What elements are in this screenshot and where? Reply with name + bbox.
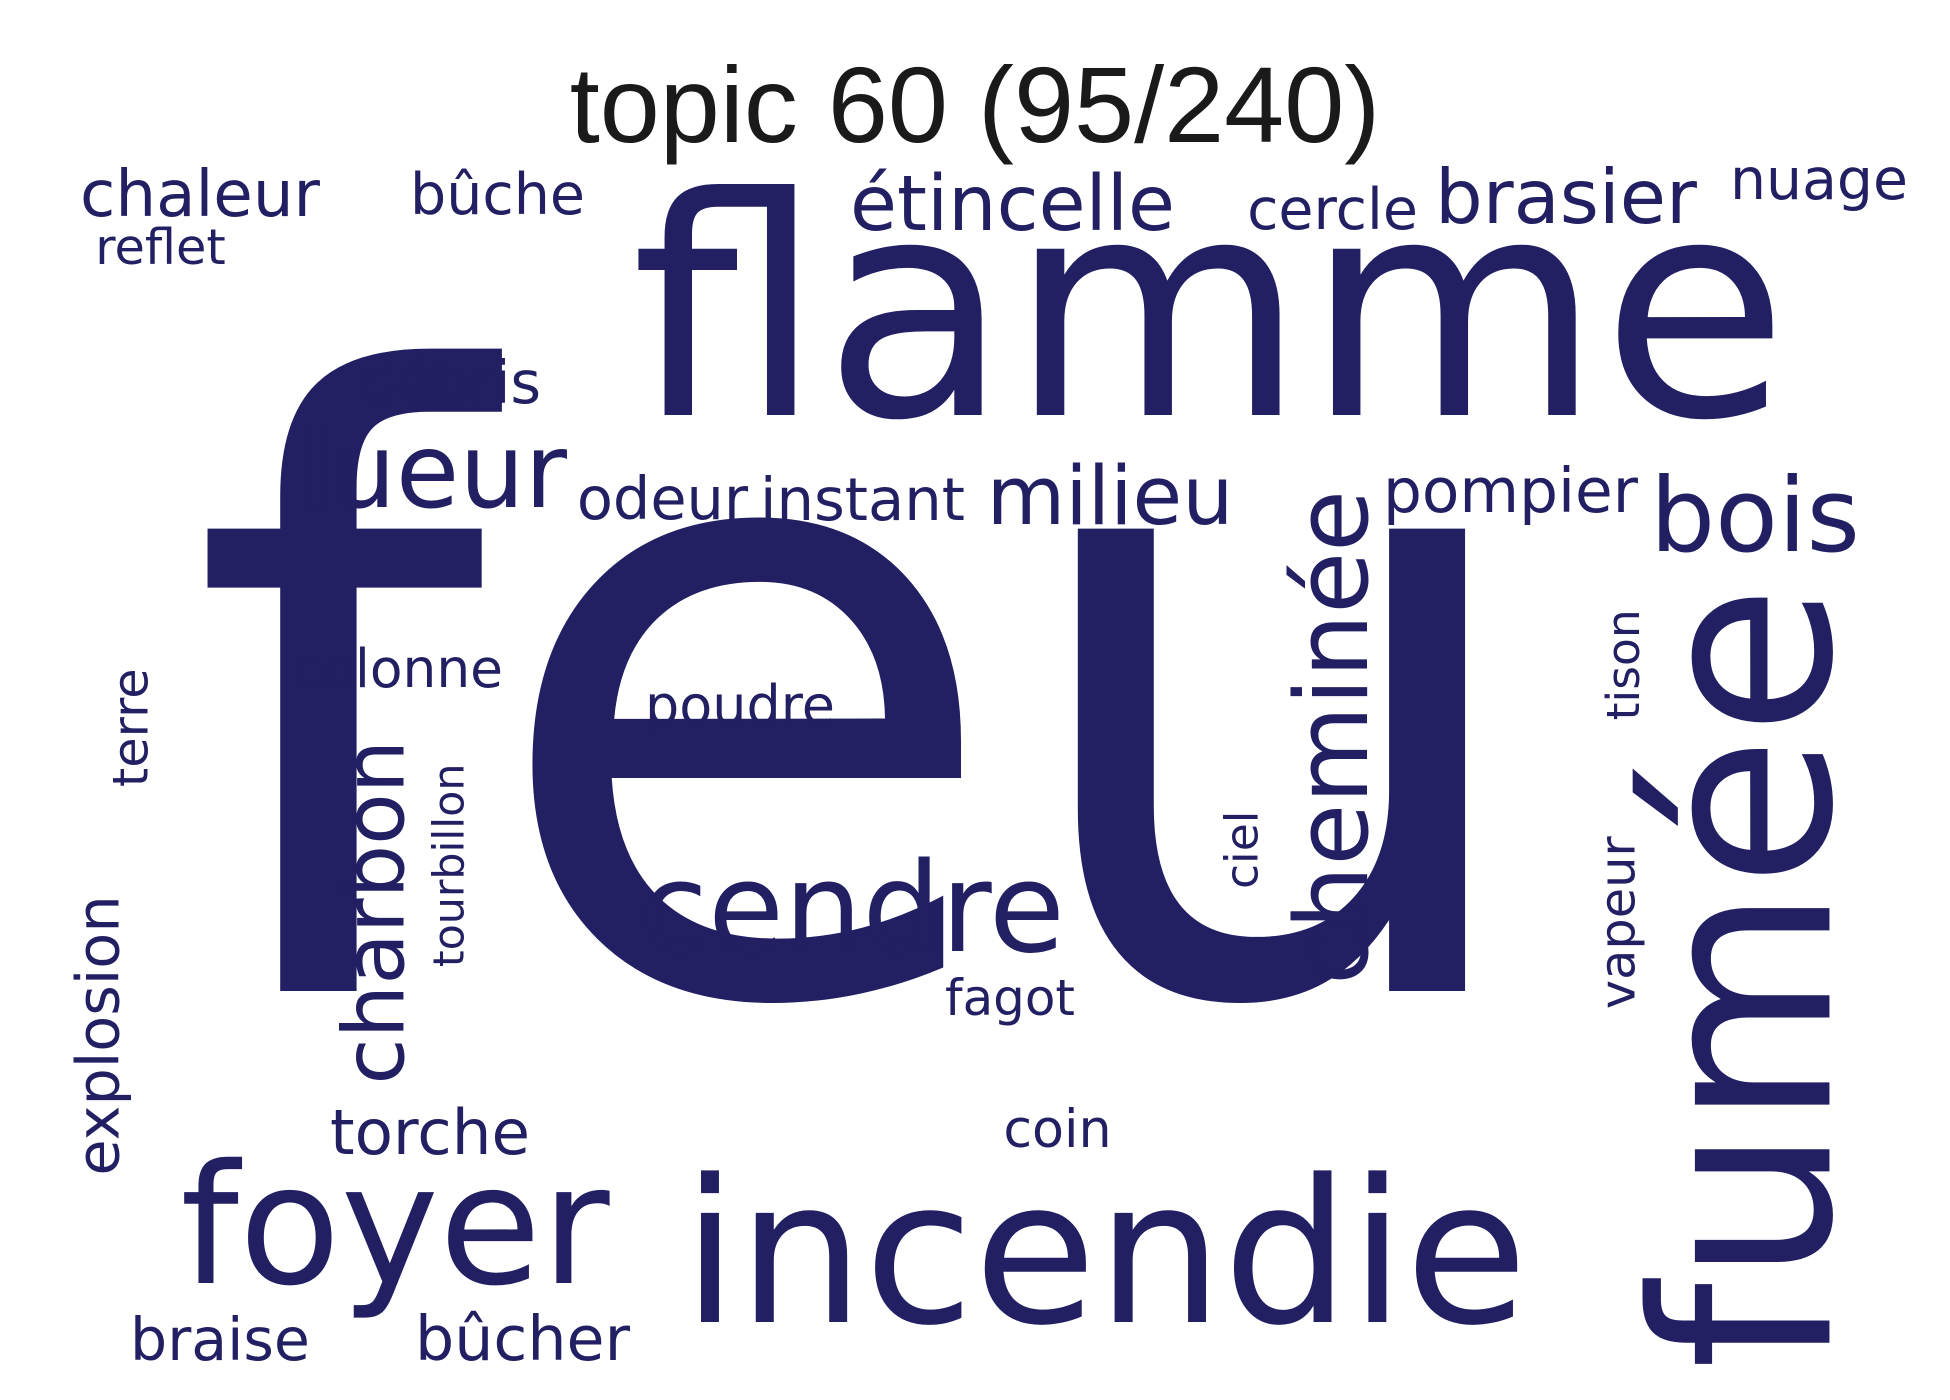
word-fagot: fagot	[945, 969, 1075, 1028]
word-cheminee: cheminée	[1273, 490, 1391, 985]
page-title: topic 60 (95/240)	[569, 44, 1381, 165]
word-explosion: explosion	[63, 894, 133, 1176]
word-colonne: colonne	[293, 636, 503, 700]
word-bois: bois	[1650, 457, 1860, 577]
word-charbon: charbon	[325, 740, 424, 1085]
word-coin: coin	[1003, 1100, 1112, 1161]
word-vapeur: vapeur	[1588, 836, 1647, 1009]
word-cendre: cendre	[640, 837, 1065, 982]
word-flamme: flamme	[631, 133, 1789, 487]
word-torche: torche	[330, 1095, 530, 1169]
word-terre: terre	[101, 668, 160, 787]
word-ciel: ciel	[1215, 810, 1269, 890]
word-brasier: brasier	[1435, 152, 1697, 241]
word-chaleur: chaleur	[80, 156, 320, 232]
word-reflet: reflet	[95, 218, 226, 277]
word-foyer: foyer	[180, 1130, 610, 1324]
word-odeur: odeur	[576, 463, 749, 533]
word-instant: instant	[760, 465, 965, 535]
word-fumee: fumée	[1601, 585, 1888, 1370]
word-tison: tison	[1597, 609, 1651, 721]
word-bucher: bûcher	[415, 1303, 630, 1376]
word-lueur: lueur	[302, 411, 567, 532]
word-tourbillon: tourbillon	[424, 763, 475, 967]
word-braise: braise	[130, 1305, 310, 1374]
word-etincelle: étincelle	[850, 159, 1175, 249]
word-buche: bûche	[410, 162, 585, 229]
word-cercle: cercle	[1247, 176, 1418, 243]
word-debris: débris	[358, 347, 542, 417]
word-feu: feu	[188, 207, 1542, 1192]
word-nuage: nuage	[1730, 146, 1908, 213]
word-pompier: pompier	[1383, 456, 1638, 528]
word-milieu: milieu	[986, 450, 1234, 545]
word-incendie: incendie	[682, 1138, 1528, 1371]
word-poudre: poudre	[645, 674, 835, 737]
